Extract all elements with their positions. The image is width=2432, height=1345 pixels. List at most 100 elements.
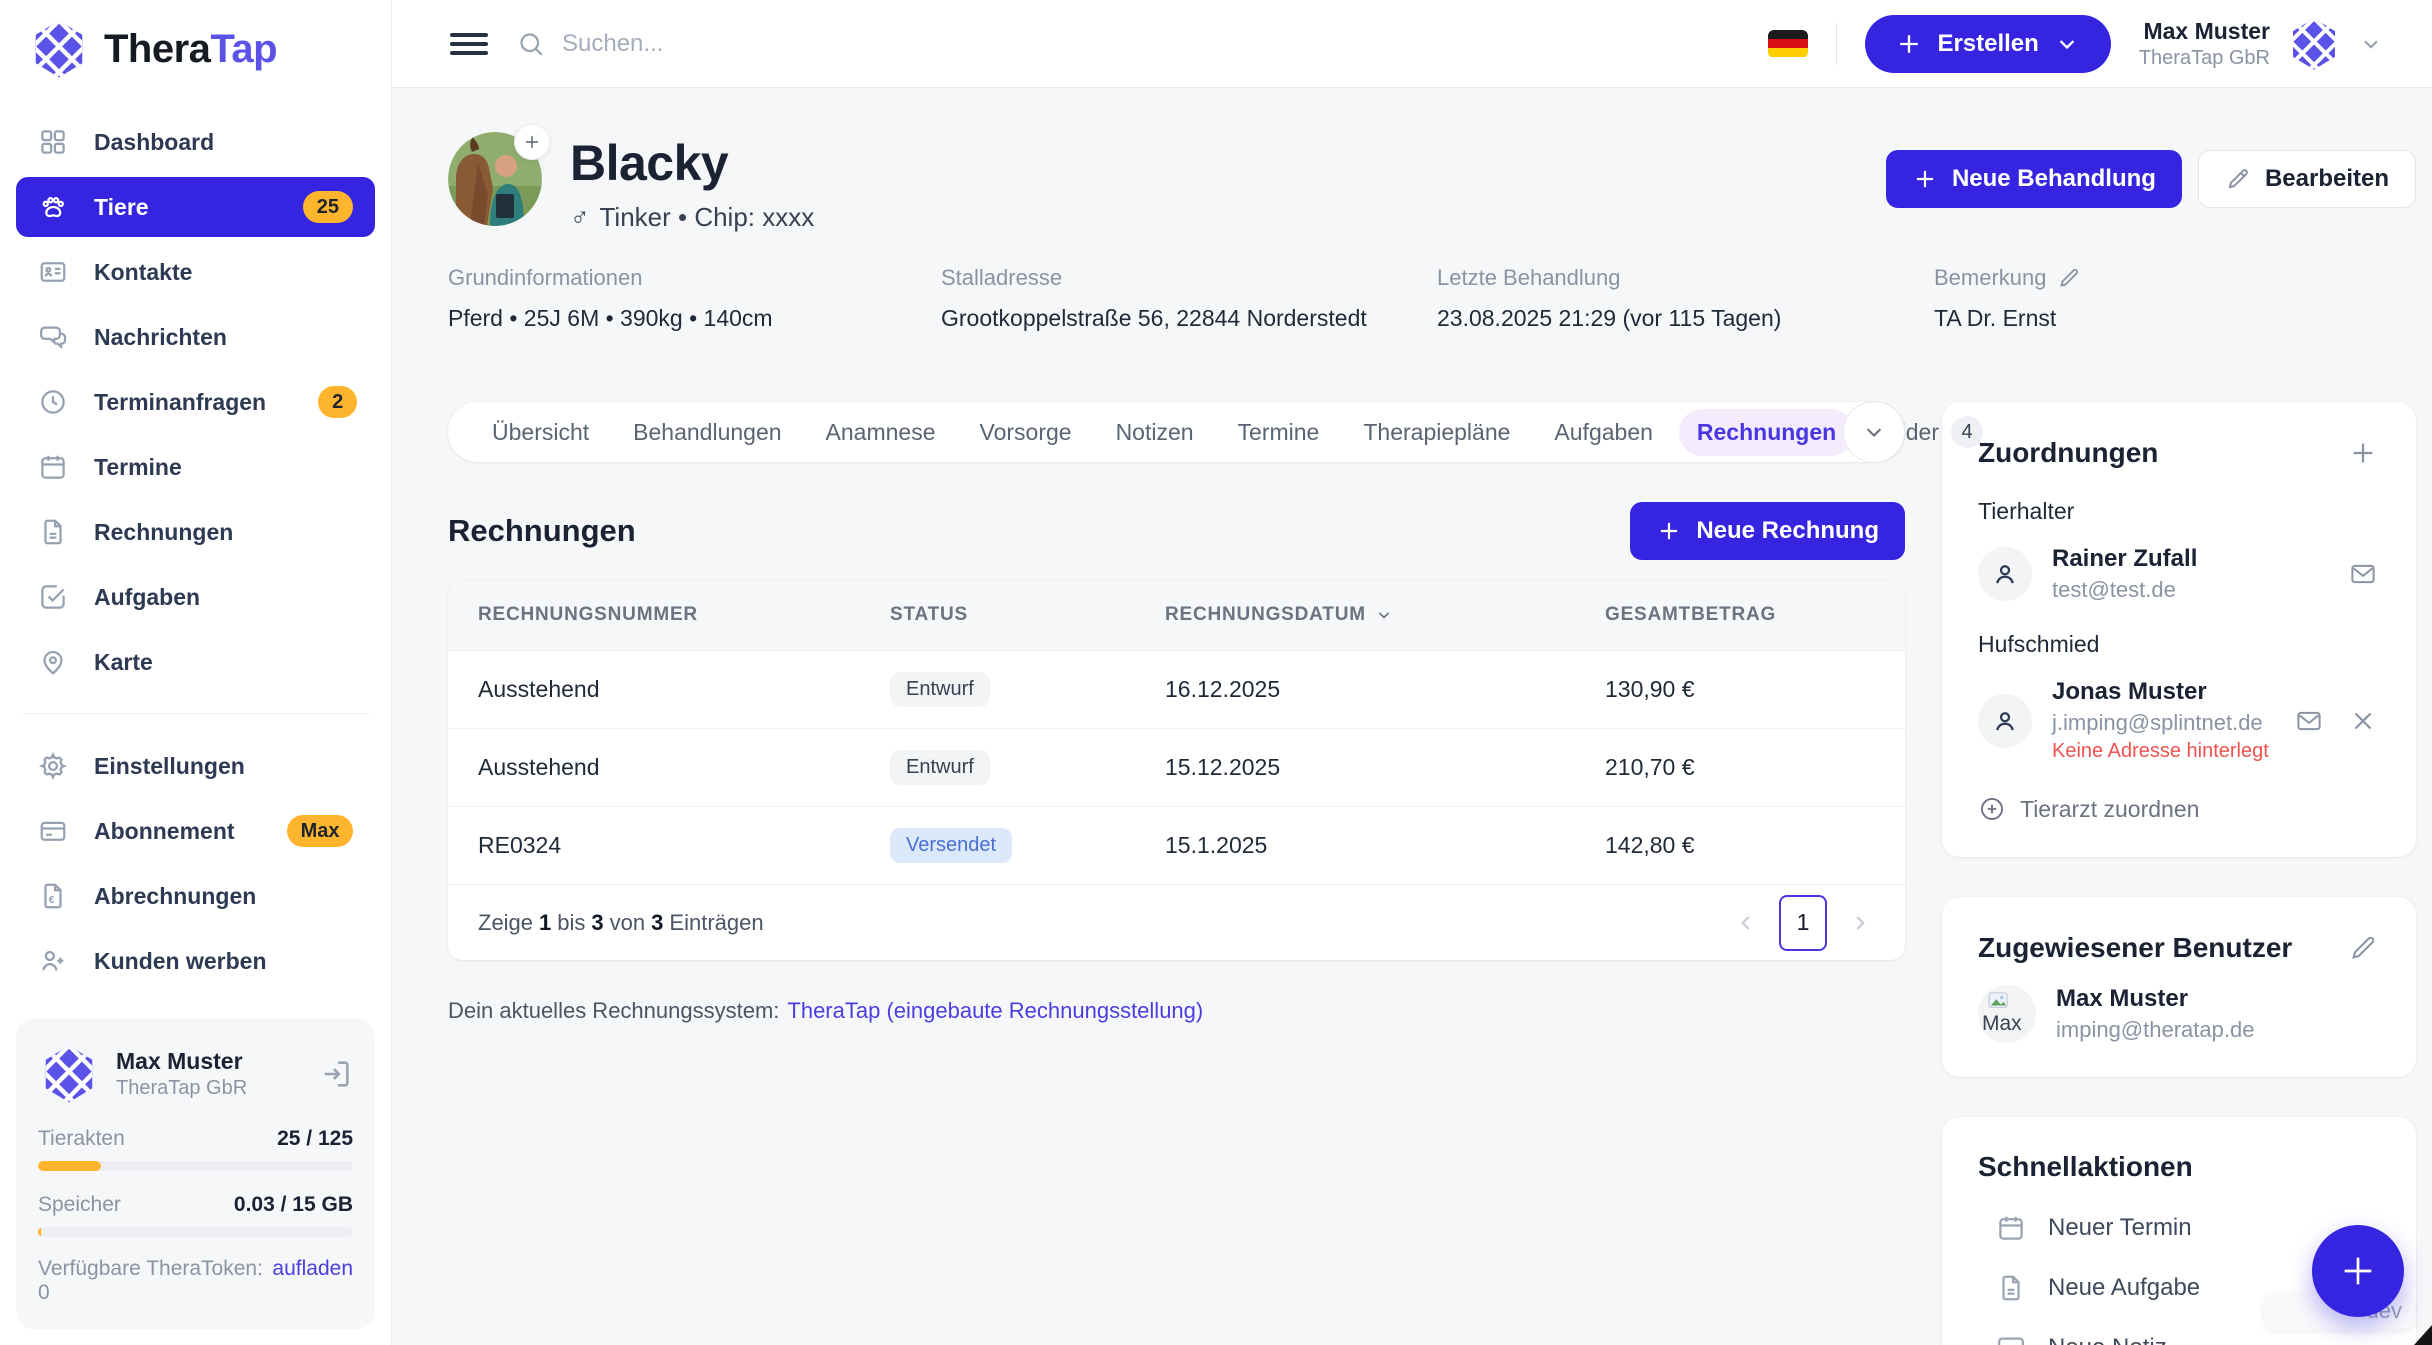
sidebar-item-einstellungen[interactable]: Einstellungen: [16, 736, 375, 796]
plus-icon: [2344, 1257, 2372, 1285]
col-status: STATUS: [890, 604, 968, 625]
quick-action-neuer-termin[interactable]: Neuer Termin: [1978, 1213, 2192, 1243]
hamburger-menu-icon[interactable]: [450, 29, 488, 59]
prev-page-button[interactable]: [1731, 908, 1761, 938]
quick-action-neue-notiz[interactable]: Neue Notiz: [1978, 1333, 2167, 1345]
info-stalladresse: Stalladresse Grootkoppelstraße 56, 22844…: [941, 265, 1367, 331]
tab-behandlungen[interactable]: Behandlungen: [615, 409, 799, 456]
tab-vorsorge[interactable]: Vorsorge: [962, 409, 1090, 456]
tab-therapieplaene[interactable]: Therapiepläne: [1345, 409, 1528, 456]
org-avatar: [45, 1045, 93, 1103]
sidebar-item-rechnungen[interactable]: Rechnungen: [16, 502, 375, 562]
next-page-button[interactable]: [1845, 908, 1875, 938]
primary-nav: Dashboard Tiere 25 Kontakte Nachrichten …: [16, 112, 375, 697]
svg-text:€: €: [49, 895, 55, 906]
plus-icon: [2353, 443, 2373, 463]
close-icon: [2354, 712, 2372, 729]
speicher-progress: [38, 1227, 353, 1237]
circled-plus-icon: [1981, 798, 2003, 820]
terminanfragen-count-badge: 2: [318, 386, 358, 418]
search-input[interactable]: [562, 29, 1062, 58]
broken-image-avatar: Max: [1978, 985, 2036, 1043]
billing-system-link[interactable]: TheraTap (eingebaute Rechnungsstellung): [787, 998, 1204, 1023]
global-search: [516, 29, 1740, 59]
aufladen-link[interactable]: aufladen: [272, 1257, 353, 1280]
sidebar-item-abonnement[interactable]: Abonnement Max: [16, 801, 375, 861]
person-name: Jonas Muster: [2052, 678, 2207, 705]
mail-button[interactable]: [2292, 704, 2326, 738]
neue-behandlung-button[interactable]: Neue Behandlung: [1885, 150, 2182, 208]
sidebar-item-abrechnungen[interactable]: € Abrechnungen: [16, 866, 375, 926]
sidebar-item-kontakte[interactable]: Kontakte: [16, 242, 375, 302]
hufschmied-label: Hufschmied: [1978, 631, 2100, 657]
sidebar-item-label: Aufgaben: [94, 583, 201, 610]
person-avatar: [1978, 693, 2032, 748]
account-menu[interactable]: Max Muster TheraTap GbR: [2139, 16, 2384, 72]
edit-assigned-user-button[interactable]: [2346, 931, 2380, 965]
sidebar-item-aufgaben[interactable]: Aufgaben: [16, 567, 375, 627]
plan-badge: Max: [286, 815, 354, 847]
patient-info-row: Grundinformationen Pferd • 25J 6M • 390k…: [448, 265, 2416, 332]
page-number-button[interactable]: 1: [1779, 894, 1827, 951]
grid-icon: [38, 127, 68, 157]
pencil-icon[interactable]: [2057, 266, 2081, 290]
erstellen-button[interactable]: Erstellen: [1865, 14, 2111, 73]
add-photo-button[interactable]: [514, 124, 550, 160]
chevron-right-icon: [1856, 915, 1865, 930]
sidebar-item-tiere[interactable]: Tiere 25: [16, 177, 375, 237]
add-assignment-button[interactable]: [2346, 436, 2380, 470]
patient-name: Blacky: [570, 135, 729, 191]
topbar-user-org: TheraTap GbR: [2138, 46, 2270, 69]
tab-uebersicht[interactable]: Übersicht: [474, 409, 607, 456]
col-gesamtbetrag: GESAMTBETRAG: [1605, 604, 1777, 625]
logout-icon[interactable]: [319, 1057, 353, 1091]
tab-anamnese[interactable]: Anamnese: [808, 409, 954, 456]
sidebar-item-label: Karte: [94, 648, 153, 675]
tierakten-label: Tierakten: [38, 1127, 125, 1150]
remove-button[interactable]: [2346, 704, 2380, 738]
plus-icon: [1895, 30, 1923, 58]
check-square-icon: [38, 582, 68, 612]
bearbeiten-button[interactable]: Bearbeiten: [2197, 150, 2416, 208]
app-logo[interactable]: TheraTap: [16, 0, 375, 94]
credit-card-icon: [38, 816, 68, 846]
sidebar-item-karte[interactable]: Karte: [16, 632, 375, 692]
patient-detail-column: Übersicht Behandlungen Anamnese Vorsorge…: [448, 401, 1983, 1345]
col-rechnungsdatum[interactable]: RECHNUNGSDATUM: [1165, 604, 1605, 626]
sidebar-item-dashboard[interactable]: Dashboard: [16, 112, 375, 172]
invoice-row[interactable]: Ausstehend Entwurf 16.12.2025 130,90 €: [448, 650, 1905, 728]
tierarzt-zuordnen-button[interactable]: Tierarzt zuordnen: [1978, 795, 2199, 823]
german-flag-icon[interactable]: [1768, 29, 1809, 58]
assigned-user-row: Max Max Muster imping@theratap.de: [1978, 985, 2380, 1043]
quick-action-neue-aufgabe[interactable]: Neue Aufgabe: [1978, 1273, 2200, 1303]
tab-notizen[interactable]: Notizen: [1098, 409, 1212, 456]
mail-icon: [2351, 564, 2375, 584]
sidebar-item-terminanfragen[interactable]: Terminanfragen 2: [16, 372, 375, 432]
info-grundinformationen: Grundinformationen Pferd • 25J 6M • 390k…: [448, 265, 773, 331]
tab-termine[interactable]: Termine: [1220, 409, 1338, 456]
invoice-row[interactable]: Ausstehend Entwurf 15.12.2025 210,70 €: [448, 728, 1905, 806]
neue-rechnung-button[interactable]: Neue Rechnung: [1630, 502, 1905, 560]
person-plus-icon: [38, 946, 68, 976]
hufschmied-row: Jonas Muster j.imping@splintnet.de Keine…: [1978, 678, 2380, 763]
cursor-artifact: [2414, 1325, 2432, 1345]
tierhalter-row: Rainer Zufall test@test.de: [1978, 545, 2380, 603]
sidebar-item-label: Tiere: [94, 193, 149, 220]
zuordnungen-title: Zuordnungen: [1978, 437, 2159, 468]
tab-rechnungen[interactable]: Rechnungen: [1678, 408, 1855, 456]
tabs-overflow-button[interactable]: [1843, 401, 1905, 463]
tab-aufgaben[interactable]: Aufgaben: [1536, 409, 1670, 456]
create-fab-button[interactable]: [2312, 1225, 2404, 1317]
gender-male-icon: ♂: [570, 202, 590, 232]
search-icon: [516, 29, 546, 59]
document-icon: [38, 517, 68, 547]
sidebar-item-termine[interactable]: Termine: [16, 437, 375, 497]
assigned-user-title: Zugewiesener Benutzer: [1978, 932, 2293, 963]
sidebar-item-kunden-werben[interactable]: Kunden werben: [16, 931, 375, 991]
invoice-row[interactable]: RE0324 Versendet 15.1.2025 142,80 €: [448, 806, 1905, 884]
mail-button[interactable]: [2346, 557, 2380, 591]
patient-tabs: Übersicht Behandlungen Anamnese Vorsorge…: [448, 401, 1983, 463]
sidebar-item-nachrichten[interactable]: Nachrichten: [16, 307, 375, 367]
status-badge: Entwurf: [890, 750, 990, 785]
